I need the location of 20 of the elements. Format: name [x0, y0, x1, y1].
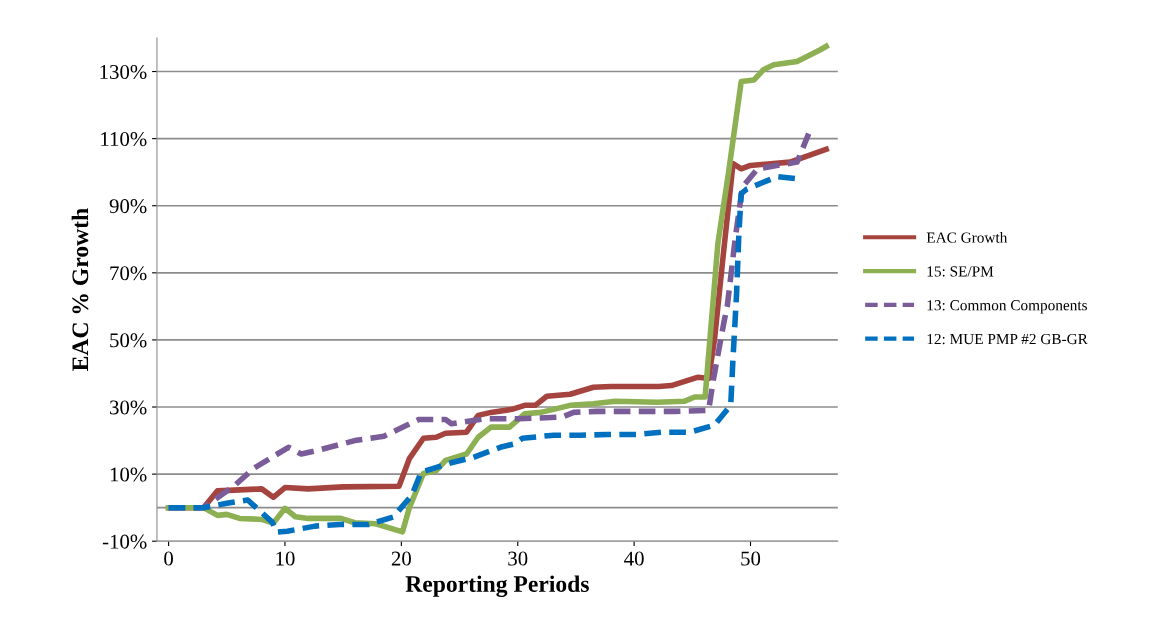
x-tick-label: 30	[508, 551, 528, 566]
y-tick-label: 70%	[110, 266, 147, 281]
y-tick-label: 130%	[100, 64, 147, 80]
y-tick-label: 50%	[110, 333, 147, 348]
x-axis-title: Reporting Periods	[405, 575, 589, 597]
x-tick-label: 10	[276, 551, 295, 566]
legend-label: EAC Growth	[926, 232, 1008, 243]
y-tick-label: 10%	[110, 467, 147, 482]
x-tick-label: 20	[391, 551, 411, 566]
y-tick-label: 110%	[101, 132, 147, 147]
x-tick-label: 0	[164, 551, 173, 566]
legend-label: 13: Common Components	[927, 300, 1087, 314]
y-tick-label: 90%	[109, 199, 147, 214]
y-tick-label: -10%	[102, 534, 147, 549]
y-axis-title: EAC % Growth	[71, 208, 89, 371]
y-tick-label: 30%	[110, 400, 147, 415]
x-tick-label: 40	[624, 551, 644, 566]
legend-label: 12: MUE PMP #2 GB-GR	[927, 333, 1088, 345]
legend-label: 15: SE/PM	[927, 266, 994, 277]
x-tick-label: 50	[741, 551, 761, 566]
